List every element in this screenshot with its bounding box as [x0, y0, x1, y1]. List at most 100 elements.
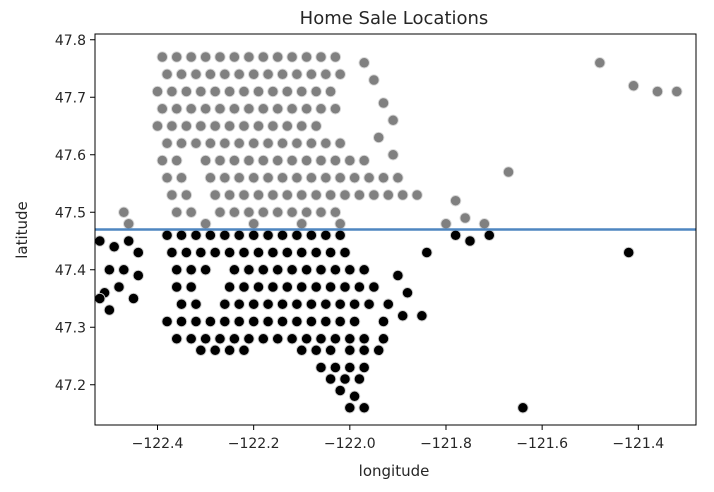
gray-point-45 — [243, 103, 255, 115]
black-point-49 — [344, 264, 356, 276]
black-point-69 — [262, 298, 274, 310]
gray-point-57 — [223, 120, 236, 132]
gray-point-54 — [180, 120, 193, 132]
black-point-20 — [276, 229, 289, 241]
black-point-43 — [257, 264, 269, 276]
gray-point-43 — [214, 103, 226, 115]
black-point-120 — [344, 361, 356, 374]
gray-point-126 — [214, 206, 226, 218]
y-axis-label: latitude — [13, 201, 31, 259]
black-point-87 — [291, 315, 303, 328]
black-point-95 — [199, 333, 212, 345]
gray-point-90 — [358, 154, 370, 167]
x-tick-label: −122.4 — [132, 436, 184, 452]
gray-point-52 — [151, 120, 164, 132]
gray-point-151 — [627, 80, 640, 92]
black-point-29 — [223, 246, 236, 259]
black-point-51 — [171, 281, 183, 293]
black-point-37 — [339, 246, 351, 259]
gray-point-127 — [228, 206, 241, 218]
black-point-106 — [358, 333, 370, 345]
black-point-129 — [392, 269, 404, 282]
gray-point-76 — [334, 137, 346, 149]
gray-point-140 — [368, 74, 380, 86]
gray-point-3 — [199, 51, 212, 63]
black-point-58 — [296, 281, 308, 293]
gray-point-93 — [204, 172, 217, 184]
black-point-86 — [276, 315, 289, 328]
black-point-84 — [248, 315, 260, 328]
gray-point-0 — [156, 51, 168, 63]
black-point-76 — [363, 298, 375, 310]
y-axis-ticks: 47.2 47.3 47.4 47.5 47.6 47.7 47.8 — [55, 33, 95, 394]
gray-point-155 — [123, 218, 135, 230]
black-point-22 — [305, 229, 318, 241]
gray-point-63 — [310, 120, 322, 132]
gray-point-44 — [228, 103, 241, 115]
black-point-41 — [228, 264, 241, 276]
gray-point-105 — [377, 172, 390, 184]
black-point-74 — [334, 298, 346, 310]
black-point-136 — [483, 229, 495, 241]
gray-point-104 — [363, 172, 375, 184]
gray-point-129 — [257, 206, 269, 218]
gray-point-71 — [262, 137, 274, 149]
gray-point-11 — [315, 51, 327, 63]
black-point-111 — [238, 344, 250, 356]
gray-point-112 — [252, 189, 265, 201]
black-point-79 — [175, 315, 188, 328]
gray-point-145 — [449, 195, 462, 207]
black-point-116 — [358, 344, 370, 356]
gray-point-15 — [190, 68, 202, 80]
gray-point-95 — [233, 172, 245, 184]
gray-point-29 — [195, 85, 207, 98]
black-point-103 — [315, 333, 327, 345]
x-tick-label: −121.6 — [516, 436, 568, 452]
gray-point-38 — [324, 85, 337, 98]
gray-point-78 — [171, 154, 183, 167]
y-tick-label: 47.8 — [55, 33, 86, 49]
gray-point-111 — [238, 189, 250, 201]
black-point-5 — [118, 264, 130, 276]
gray-point-103 — [348, 172, 361, 184]
black-point-68 — [248, 298, 260, 310]
black-point-102 — [300, 333, 313, 345]
gray-point-37 — [310, 85, 322, 98]
gray-point-65 — [175, 137, 188, 149]
black-point-6 — [132, 269, 144, 282]
gray-point-66 — [190, 137, 202, 149]
black-point-55 — [252, 281, 265, 293]
black-point-132 — [416, 310, 428, 322]
gray-point-128 — [243, 206, 255, 218]
black-point-10 — [95, 292, 106, 305]
gray-point-20 — [262, 68, 274, 80]
black-point-110 — [223, 344, 236, 356]
y-tick-label: 47.2 — [55, 378, 86, 394]
black-point-138 — [517, 402, 529, 414]
gray-point-28 — [180, 85, 193, 98]
gray-point-27 — [166, 85, 178, 98]
black-point-14 — [190, 229, 202, 241]
gray-point-108 — [180, 189, 193, 201]
gray-point-49 — [300, 103, 313, 115]
gray-point-10 — [300, 51, 313, 63]
gray-point-113 — [267, 189, 279, 201]
black-point-34 — [296, 246, 308, 259]
gray-point-130 — [272, 206, 284, 218]
black-point-131 — [397, 310, 409, 322]
black-point-25 — [166, 246, 178, 259]
black-point-36 — [324, 246, 337, 259]
black-point-40 — [199, 264, 212, 276]
gray-point-86 — [300, 154, 313, 167]
black-point-3 — [132, 246, 144, 259]
black-point-59 — [310, 281, 322, 293]
black-point-35 — [310, 246, 322, 259]
gray-point-34 — [267, 85, 279, 98]
black-point-47 — [315, 264, 327, 276]
black-point-28 — [209, 246, 221, 259]
gray-point-5 — [228, 51, 241, 63]
black-point-66 — [219, 298, 231, 310]
black-point-130 — [401, 287, 414, 299]
gray-point-148 — [440, 218, 452, 230]
y-tick-label: 47.7 — [55, 90, 86, 106]
